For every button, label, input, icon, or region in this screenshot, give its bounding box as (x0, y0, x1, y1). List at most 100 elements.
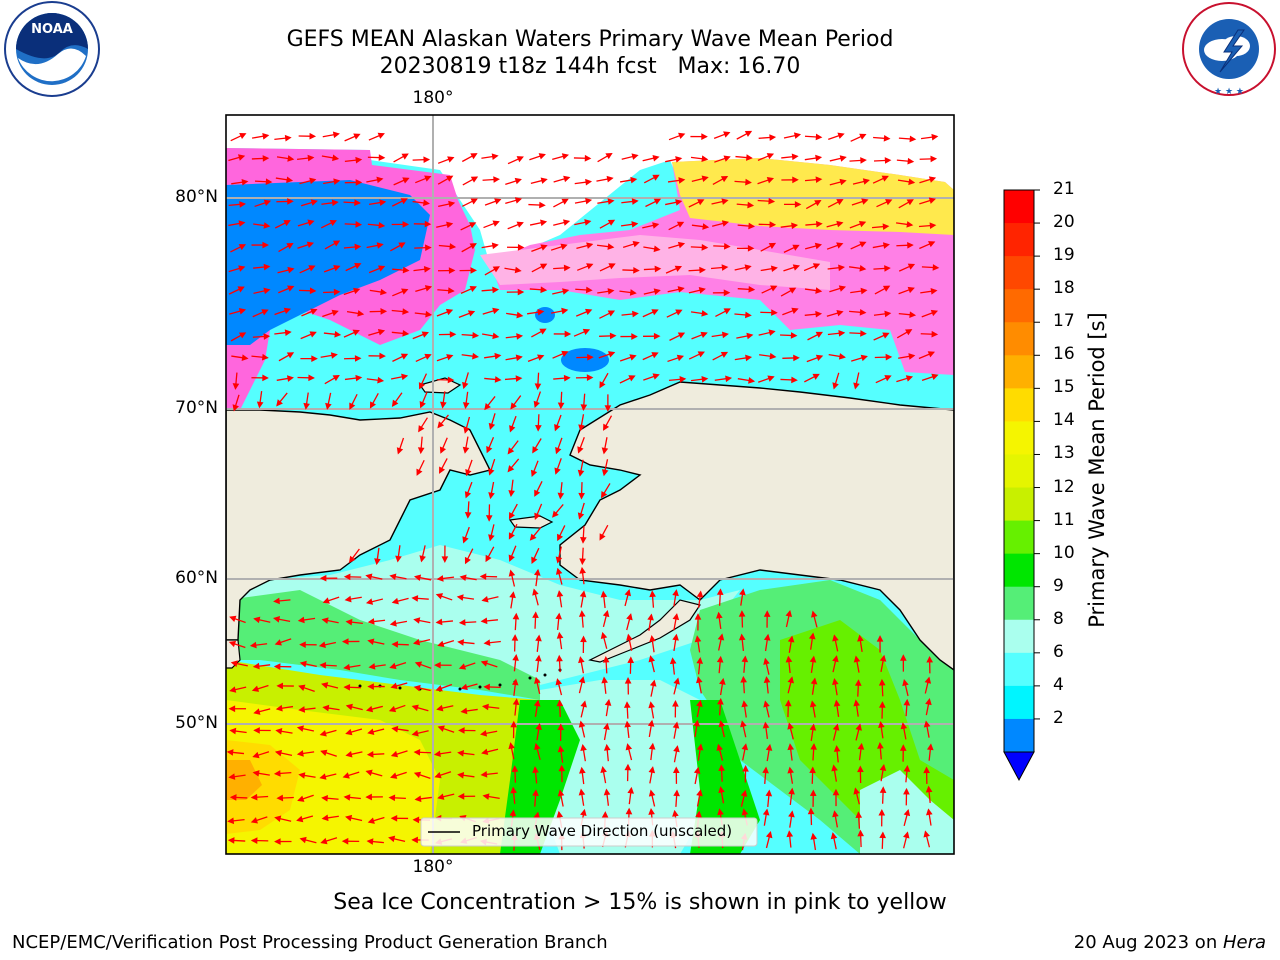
wave-direction-arrowhead (535, 424, 542, 432)
wave-direction-arrowhead (366, 838, 374, 845)
wave-direction-arrowhead (265, 178, 273, 186)
wave-direction-arrowhead (448, 267, 456, 274)
wave-direction-arrowhead (400, 353, 409, 360)
wave-direction-arrowhead (791, 222, 799, 230)
wave-direction-arrowhead (532, 588, 539, 596)
wave-direction-arrowhead (237, 286, 245, 293)
wave-direction-arrowhead (923, 766, 930, 774)
wave-direction-arrowhead (586, 374, 594, 381)
wave-direction-arrowhead (321, 814, 329, 822)
wave-direction-arrowhead (238, 332, 247, 339)
wave-direction-arrowhead (365, 769, 373, 777)
wave-direction-arrowhead (738, 633, 746, 641)
wave-direction-arrowhead (377, 265, 386, 272)
wave-direction-arrowhead (767, 375, 775, 382)
wave-direction-arrowhead (274, 639, 282, 646)
wave-direction-arrowhead (723, 289, 731, 297)
wave-direction-arrowhead (470, 176, 479, 183)
wave-direction-arrowhead (401, 373, 409, 381)
wave-direction-arrowhead (717, 633, 725, 641)
wave-direction-arrowhead (319, 661, 327, 669)
wave-direction-arrowhead (512, 653, 519, 661)
wave-direction-arrowhead (508, 512, 515, 520)
wave-direction-arrowhead (390, 814, 398, 822)
wave-direction-arrowhead (414, 574, 422, 581)
wave-direction-arrowhead (579, 590, 587, 598)
wave-direction-arrowhead (237, 154, 246, 161)
colorbar-segment (1004, 652, 1034, 687)
wave-direction-arrowhead (810, 832, 818, 840)
wave-direction-arrowhead (674, 265, 683, 272)
wave-direction-arrowhead (719, 677, 726, 685)
wave-direction-arrowhead (580, 700, 587, 708)
wave-direction-arrowhead (517, 244, 525, 251)
wave-direction-arrowhead (263, 222, 271, 229)
wave-direction-arrowhead (485, 515, 493, 522)
wave-direction-arrowhead (649, 635, 656, 642)
wave-direction-arrowhead (908, 178, 916, 186)
wave-direction-arrowhead (791, 376, 798, 384)
wave-direction-arrowhead (309, 132, 317, 140)
wave-direction-arrowhead (411, 729, 419, 737)
wave-direction-arrowhead (784, 699, 792, 707)
wave-direction-arrowhead (860, 287, 868, 295)
wave-direction-arrowhead (446, 175, 454, 182)
wave-direction-arrowhead (367, 618, 375, 625)
wave-direction-arrowhead (924, 676, 932, 684)
wave-direction-arrowhead (413, 771, 422, 779)
wave-direction-arrowhead (483, 639, 491, 647)
wave-direction-arrowhead (274, 815, 282, 823)
wave-direction-arrowhead (647, 613, 654, 621)
wave-direction-arrowhead (436, 704, 444, 712)
wave-direction-arrowhead (537, 354, 545, 361)
wave-direction-arrowhead (345, 750, 353, 758)
wave-direction-arrowhead (906, 221, 914, 228)
wave-direction-arrowhead (563, 219, 571, 226)
wave-direction-arrowhead (766, 177, 775, 184)
wave-direction-arrowhead (333, 288, 341, 296)
wave-direction-arrowhead (402, 330, 410, 337)
wave-direction-arrowhead (808, 632, 816, 640)
wave-direction-arrowhead (836, 199, 844, 206)
wave-direction-arrowhead (601, 811, 609, 818)
colorbar-segment (1004, 454, 1034, 489)
wave-direction-arrowhead (534, 512, 541, 520)
wave-direction-arrowhead (860, 157, 867, 164)
wave-direction-arrowhead (721, 220, 730, 227)
wave-direction-arrowhead (353, 287, 361, 295)
wave-direction-arrowhead (416, 468, 423, 476)
wave-direction-arrowhead (787, 635, 795, 643)
wave-direction-arrowhead (745, 311, 752, 319)
wave-direction-arrowhead (252, 662, 260, 670)
wave-direction-arrowhead (448, 200, 456, 208)
wave-direction-arrowhead (296, 815, 304, 823)
wave-direction-arrowhead (579, 566, 586, 574)
wave-direction-arrowhead (561, 153, 570, 160)
wave-direction-arrowhead (309, 177, 317, 185)
wave-direction-arrowhead (390, 750, 399, 758)
wave-direction-arrowhead (226, 749, 234, 756)
wave-direction-arrowhead (446, 221, 454, 229)
wave-direction-arrowhead (345, 703, 353, 711)
wave-direction-arrowhead (510, 720, 518, 728)
wave-direction-arrowhead (284, 134, 292, 142)
wave-direction-arrowhead (463, 426, 470, 434)
wave-direction-arrowhead (928, 176, 937, 183)
wave-direction-arrowhead (788, 287, 797, 294)
wave-direction-arrowhead (535, 634, 542, 642)
wave-direction-arrowhead (492, 332, 500, 340)
wave-direction-arrowhead (838, 285, 847, 292)
wave-direction-arrowhead (877, 742, 884, 749)
wave-direction-arrowhead (717, 697, 724, 705)
wave-direction-arrowhead (563, 264, 571, 272)
wave-direction-arrowhead (741, 655, 749, 663)
wave-direction-arrowhead (482, 793, 490, 800)
wave-direction-arrowhead (540, 244, 548, 251)
wave-direction-arrowhead (534, 383, 542, 391)
wave-direction-arrowhead (481, 703, 489, 711)
wave-direction-arrowhead (417, 447, 425, 455)
wave-direction-arrowhead (701, 375, 709, 383)
wave-direction-arrowhead (580, 635, 587, 643)
wave-direction-arrowhead (492, 266, 501, 273)
wave-direction-arrowhead (696, 743, 704, 751)
